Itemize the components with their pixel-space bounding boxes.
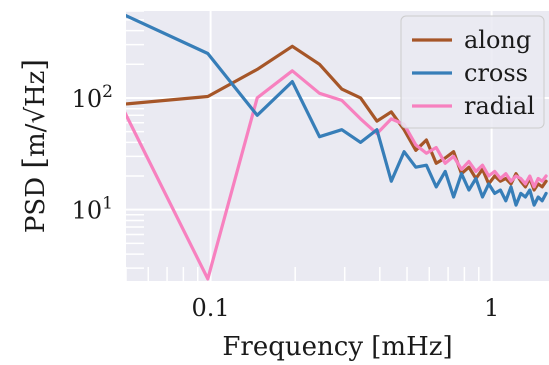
x-tick-label: 1	[484, 294, 499, 322]
series-line-cross	[126, 13, 548, 207]
series-line-along	[126, 44, 548, 192]
y-tick-label: 101	[72, 194, 113, 225]
series-line-radial	[126, 69, 548, 281]
legend-label-along: along	[464, 26, 531, 54]
y-tick-label: 102	[72, 82, 113, 113]
x-axis-title: Frequency [mHz]	[222, 332, 452, 362]
legend: along cross radial	[400, 15, 545, 129]
axis-titles: Frequency [mHz] PSD [m/√Hz]	[17, 59, 453, 362]
legend-label-radial: radial	[464, 92, 535, 120]
y-axis-title: PSD [m/√Hz]	[17, 59, 52, 233]
tick-labels: 0.1 1 101 102	[72, 82, 500, 322]
series-lines	[126, 13, 548, 281]
legend-label-cross: cross	[464, 59, 528, 87]
x-tick-label: 0.1	[192, 294, 230, 322]
legend-box	[400, 15, 545, 129]
